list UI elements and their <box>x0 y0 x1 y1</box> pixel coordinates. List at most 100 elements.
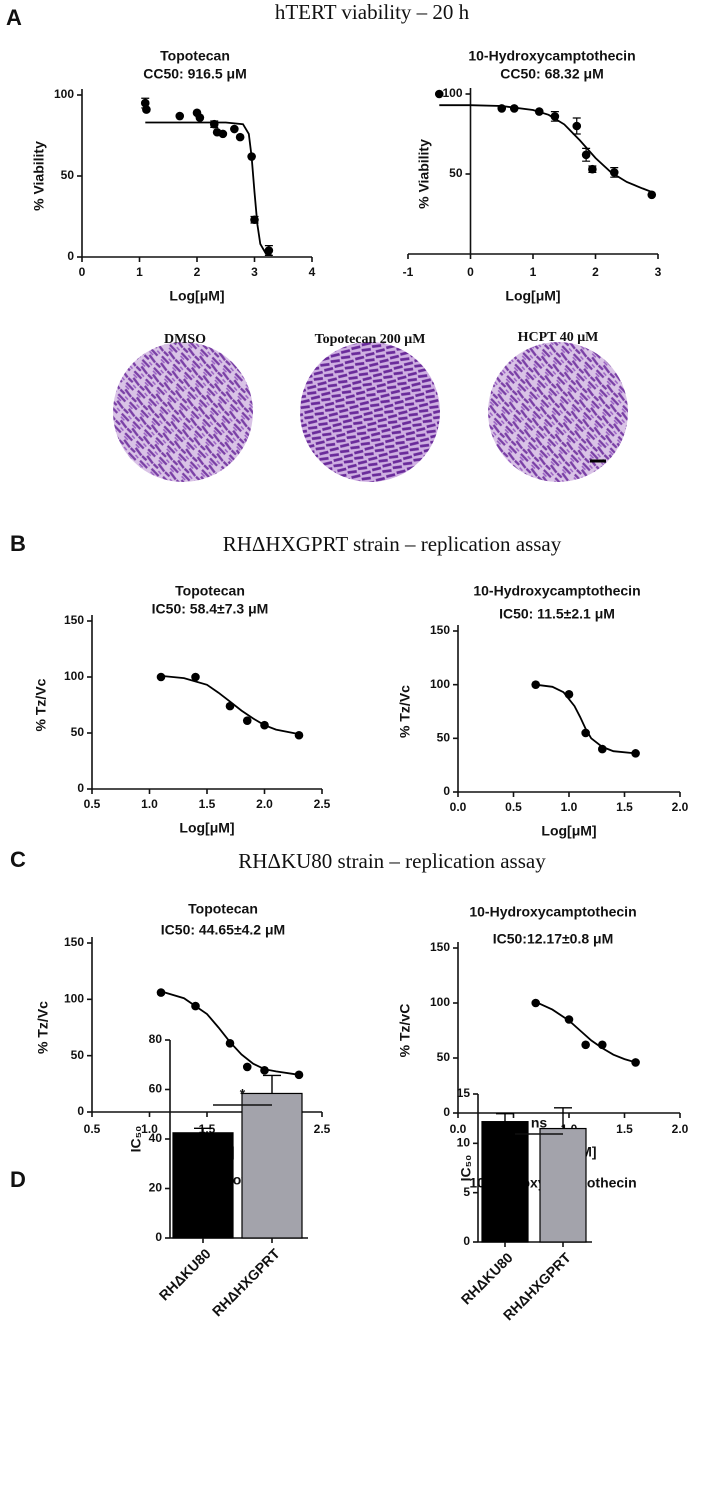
data-point <box>142 105 151 114</box>
y-tick-label: 0 <box>155 1230 162 1244</box>
data-point <box>225 701 235 711</box>
data-point <box>531 998 540 1008</box>
y-tick-label: 50 <box>449 166 463 180</box>
y-tick-label: 40 <box>149 1131 163 1145</box>
y-tick-label: 50 <box>61 168 75 182</box>
x-tick-label: 2.5 <box>314 1122 331 1136</box>
data-point <box>550 112 560 121</box>
fit-curve <box>160 675 300 735</box>
x-tick-label: 0.5 <box>84 1122 101 1136</box>
x-axis-label: Log[μM] <box>179 820 234 836</box>
y-tick-label: 150 <box>430 940 450 954</box>
bar <box>241 1092 303 1239</box>
data-point <box>242 1062 252 1072</box>
error-bar <box>263 1074 281 1094</box>
x-tick-label: 2.0 <box>672 800 689 814</box>
panel-label: A <box>6 5 22 30</box>
micrographs: DMSO Topotecan 200 μM HCPT 40 μM <box>113 330 628 482</box>
y-tick-label: 80 <box>149 1032 163 1046</box>
y-tick-label: 100 <box>54 87 74 101</box>
y-tick-label: 10 <box>457 1136 471 1150</box>
data-point <box>581 728 590 738</box>
panel-title: RHΔKU80 strain – replication assay <box>238 849 546 873</box>
x-tick-label: 0.5 <box>505 800 522 814</box>
x-axis-label: Log[μM] <box>505 288 560 304</box>
y-tick-label: 15 <box>457 1086 471 1100</box>
data-point <box>294 730 304 740</box>
micrograph <box>300 342 440 482</box>
x-tick-label: 2 <box>592 265 599 279</box>
x-tick-label: 1 <box>136 265 143 279</box>
fit-curve <box>535 1001 636 1064</box>
data-point <box>497 104 507 113</box>
x-tick-label: 1 <box>530 265 537 279</box>
data-point <box>140 98 150 108</box>
data-point <box>156 988 166 997</box>
bar <box>172 1132 234 1239</box>
chart-title: Topotecan <box>175 583 245 599</box>
image-label: Topotecan 200 μM <box>315 332 426 347</box>
x-tick-label: 1.0 <box>141 797 158 811</box>
y-axis-label: IC₅₀ <box>128 1126 144 1153</box>
data-point <box>242 716 252 725</box>
y-tick-label: 50 <box>437 1050 451 1064</box>
y-axis-label: % Viability <box>31 141 47 211</box>
fit-curve <box>535 683 636 755</box>
data-point <box>218 129 228 139</box>
y-tick-label: 0 <box>443 784 450 798</box>
y-tick-label: 100 <box>64 992 84 1006</box>
chart-title: 10-Hydroxycamptothecin <box>469 904 636 920</box>
x-tick-label: 2 <box>194 265 201 279</box>
y-tick-label: 20 <box>149 1181 163 1195</box>
data-point <box>531 680 540 689</box>
panel-label: B <box>10 531 26 556</box>
chart-title: Topotecan <box>160 48 230 64</box>
y-axis-label: % Tz/vC <box>397 1004 413 1058</box>
data-point <box>191 672 200 682</box>
y-tick-label: 100 <box>430 995 450 1009</box>
data-point <box>191 1001 200 1011</box>
data-point <box>434 89 444 99</box>
data-point <box>250 215 259 225</box>
y-axis-label: % Tz/Vc <box>35 1001 51 1054</box>
x-tick-label: 1.5 <box>616 800 633 814</box>
panel-label: C <box>10 847 26 872</box>
chart-subtitle: CC50: 68.32 μM <box>500 66 604 82</box>
data-point <box>647 190 657 200</box>
x-tick-label: 1.5 <box>199 797 216 811</box>
data-point <box>260 1066 269 1075</box>
x-axis-label: Log[μM] <box>169 288 224 304</box>
x-tick-label: RHΔHXGPRT <box>209 1245 283 1319</box>
y-axis-label: IC₅₀ <box>458 1155 474 1182</box>
y-tick-label: 150 <box>64 613 84 627</box>
y-axis-label: % Viability <box>416 139 432 209</box>
significance-label: * <box>240 1086 246 1102</box>
panel-title: RHΔHXGPRT strain – replication assay <box>223 532 562 556</box>
data-point <box>175 111 185 121</box>
data-point <box>564 1015 574 1024</box>
y-axis-label: % Tz/Vc <box>33 678 49 731</box>
fit-curve <box>160 990 300 1076</box>
data-point <box>235 132 245 142</box>
x-tick-label: 3 <box>251 265 258 279</box>
micrograph <box>488 342 628 482</box>
x-tick-label: 0 <box>467 265 474 279</box>
bar <box>481 1121 529 1243</box>
x-axis-label: Log[μM] <box>541 823 596 839</box>
chart-subtitle: IC50: 44.65±4.2 μM <box>161 922 285 938</box>
x-tick-label: 4 <box>309 265 316 279</box>
fit-curve <box>439 104 656 195</box>
significance-label: ns <box>531 1115 548 1131</box>
error-bar <box>496 1113 514 1122</box>
image-label: DMSO <box>164 332 206 347</box>
data-point <box>581 150 591 160</box>
y-tick-label: 0 <box>443 1105 450 1119</box>
x-tick-label: 0.0 <box>450 800 467 814</box>
data-point <box>294 1070 304 1080</box>
x-tick-label: RHΔKU80 <box>458 1249 516 1307</box>
chart-subtitle: IC50: 58.4±7.3 μM <box>152 601 269 617</box>
image-label: HCPT 40 μM <box>518 330 599 345</box>
chart-title: 10-Hydroxycamptothecin <box>468 48 635 64</box>
